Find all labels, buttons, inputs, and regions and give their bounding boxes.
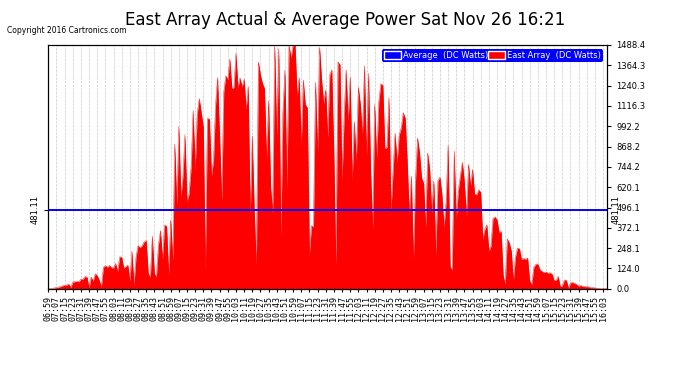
Legend: Average  (DC Watts), East Array  (DC Watts): Average (DC Watts), East Array (DC Watts… (382, 49, 603, 62)
Text: Copyright 2016 Cartronics.com: Copyright 2016 Cartronics.com (7, 26, 126, 35)
Text: East Array Actual & Average Power Sat Nov 26 16:21: East Array Actual & Average Power Sat No… (125, 11, 565, 29)
Text: 481.11: 481.11 (611, 195, 620, 225)
